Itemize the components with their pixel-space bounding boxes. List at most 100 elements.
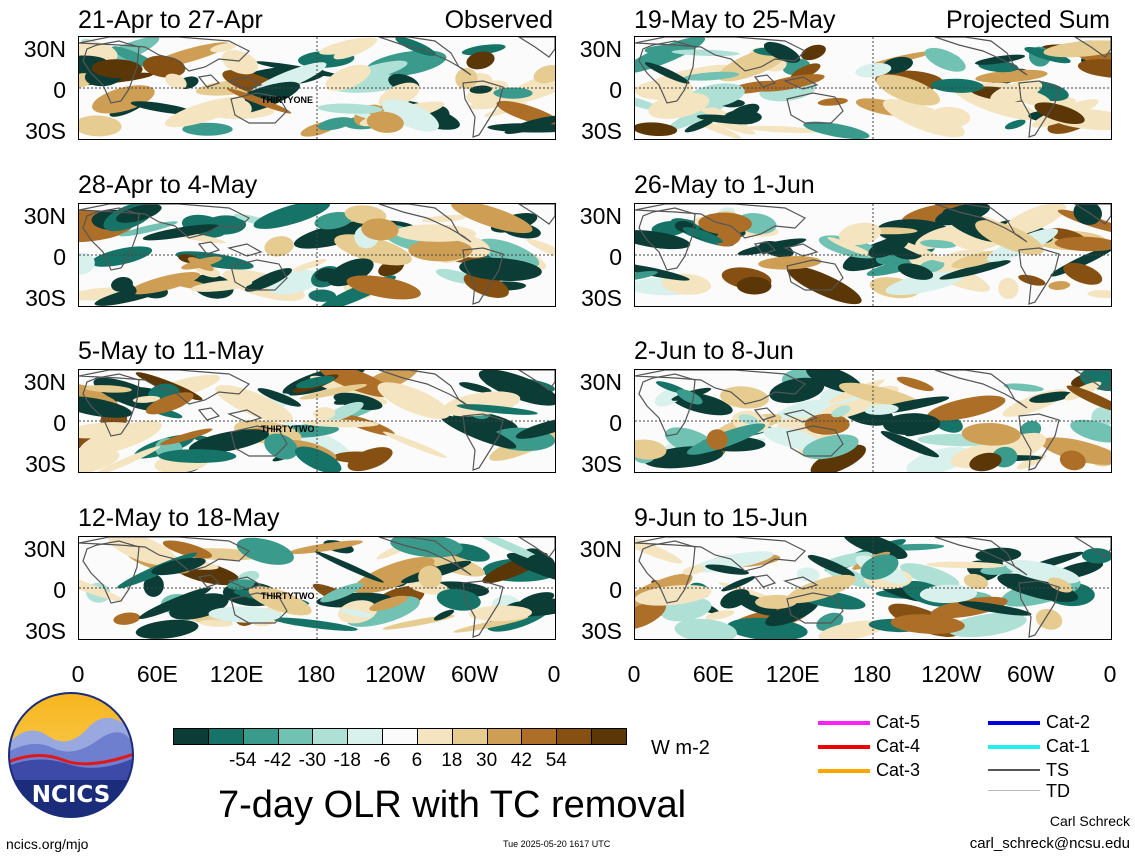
- colorbar-tick: 42: [510, 750, 533, 771]
- lon-label: 60W: [1007, 661, 1055, 687]
- olr-anomaly: [635, 270, 658, 281]
- colorbar-swatch: [207, 728, 244, 745]
- lat-label: 0: [53, 77, 66, 103]
- olr-anomaly: [724, 109, 762, 125]
- olr-field: [635, 370, 1111, 472]
- coastline: [462, 580, 504, 638]
- colorbar-swatch: [277, 728, 314, 745]
- olr-anomaly: [1048, 577, 1073, 593]
- panel-title: 26-May to 1-Jun: [634, 171, 815, 199]
- olr-anomaly: [927, 395, 1006, 421]
- coastline: [230, 592, 288, 624]
- lat-label: 30S: [25, 285, 66, 311]
- olr-anomaly: [466, 51, 495, 70]
- olr-anomaly: [325, 64, 371, 91]
- olr-anomaly: [900, 563, 960, 588]
- olr-anomaly: [308, 289, 337, 302]
- olr-anomaly: [1005, 559, 1080, 584]
- olr-map: [634, 203, 1112, 307]
- olr-anomaly: [199, 619, 233, 627]
- olr-anomaly: [130, 272, 201, 295]
- legend-label: TD: [1046, 781, 1070, 801]
- colorbar-tick: -54: [228, 750, 257, 771]
- lon-label: 60E: [136, 661, 178, 687]
- coastline: [378, 370, 472, 409]
- colorbar-tick: 6: [411, 750, 423, 771]
- olr-anomaly: [151, 557, 206, 576]
- olr-anomaly: [334, 234, 412, 266]
- olr-anomaly: [755, 594, 798, 609]
- olr-anomaly: [143, 574, 164, 597]
- colorbar-swatch: [347, 728, 384, 745]
- olr-anomaly: [1073, 204, 1102, 225]
- olr-anomaly: [674, 618, 737, 639]
- legend-label: Cat-3: [876, 760, 921, 780]
- coastline: [753, 74, 777, 88]
- coastline: [934, 370, 1028, 409]
- olr-anomaly: [188, 429, 270, 454]
- olr-anomaly: [272, 617, 358, 631]
- olr-anomaly: [804, 413, 850, 435]
- lon-label: 0: [627, 661, 641, 687]
- footer-timestamp: Tue 2025-05-20 1617 UTC: [503, 839, 611, 849]
- olr-anomaly: [810, 444, 866, 472]
- lat-label: 30S: [25, 118, 66, 144]
- colorbar-swatch: [486, 728, 523, 745]
- footer-email[interactable]: carl_schreck@ncsu.edu: [969, 835, 1130, 852]
- coastline: [227, 576, 263, 590]
- coastline: [230, 425, 288, 457]
- olr-anomaly: [526, 239, 555, 262]
- legend-line: [988, 721, 1040, 725]
- olr-map: THIRTYTWO: [78, 536, 556, 640]
- olr-anomaly: [478, 370, 555, 406]
- olr-anomaly: [843, 537, 908, 559]
- colorbar-tick: -18: [333, 750, 361, 771]
- lat-label: 30N: [579, 203, 622, 229]
- olr-anomaly: [347, 447, 393, 472]
- olr-anomaly: [721, 576, 756, 592]
- coastline: [378, 37, 472, 76]
- olr-anomaly: [327, 401, 364, 421]
- olr-anomaly: [315, 268, 339, 282]
- olr-anomaly: [248, 586, 312, 616]
- lat-label: 30S: [25, 451, 66, 477]
- olr-anomaly: [948, 612, 1027, 638]
- lat-label: 30N: [23, 203, 66, 229]
- storm-label: THIRTYTWO: [261, 424, 315, 434]
- olr-anomaly: [759, 241, 794, 258]
- olr-field: [635, 204, 1111, 306]
- olr-anomaly: [802, 434, 859, 460]
- olr-anomaly: [757, 74, 825, 92]
- coastline: [783, 243, 819, 257]
- lat-label: 30N: [579, 36, 622, 62]
- colorbar-swatch: [382, 728, 418, 745]
- olr-anomaly: [1018, 274, 1046, 286]
- colorbar-tick: -6: [373, 750, 391, 771]
- coastline: [635, 37, 807, 72]
- olr-anomaly: [390, 537, 463, 558]
- olr-field: [635, 37, 1111, 139]
- olr-anomaly: [882, 99, 965, 138]
- olr-anomaly: [79, 420, 162, 456]
- coastline: [79, 537, 251, 572]
- lat-label: 30N: [23, 369, 66, 395]
- olr-anomaly: [817, 97, 848, 106]
- footer-link[interactable]: ncics.org/mjo: [6, 836, 89, 852]
- olr-anomaly: [831, 405, 851, 418]
- olr-anomaly: [366, 111, 404, 133]
- olr-anomaly: [461, 44, 506, 56]
- coastline: [635, 537, 807, 572]
- olr-map: THIRTYONE: [78, 36, 556, 140]
- olr-anomaly: [838, 222, 882, 246]
- legend-label: Cat-5: [876, 712, 921, 732]
- lat-label: 30S: [581, 285, 622, 311]
- lat-label: 0: [53, 410, 66, 436]
- olr-anomaly: [682, 565, 705, 576]
- panel-title: 2-Jun to 8-Jun: [634, 337, 794, 365]
- olr-anomaly: [998, 277, 1019, 300]
- colorbar-tick: 30: [476, 750, 498, 771]
- coastline: [517, 537, 555, 558]
- olr-anomaly: [132, 395, 161, 403]
- lon-label: 0: [1103, 661, 1117, 687]
- olr-anomaly: [698, 212, 752, 235]
